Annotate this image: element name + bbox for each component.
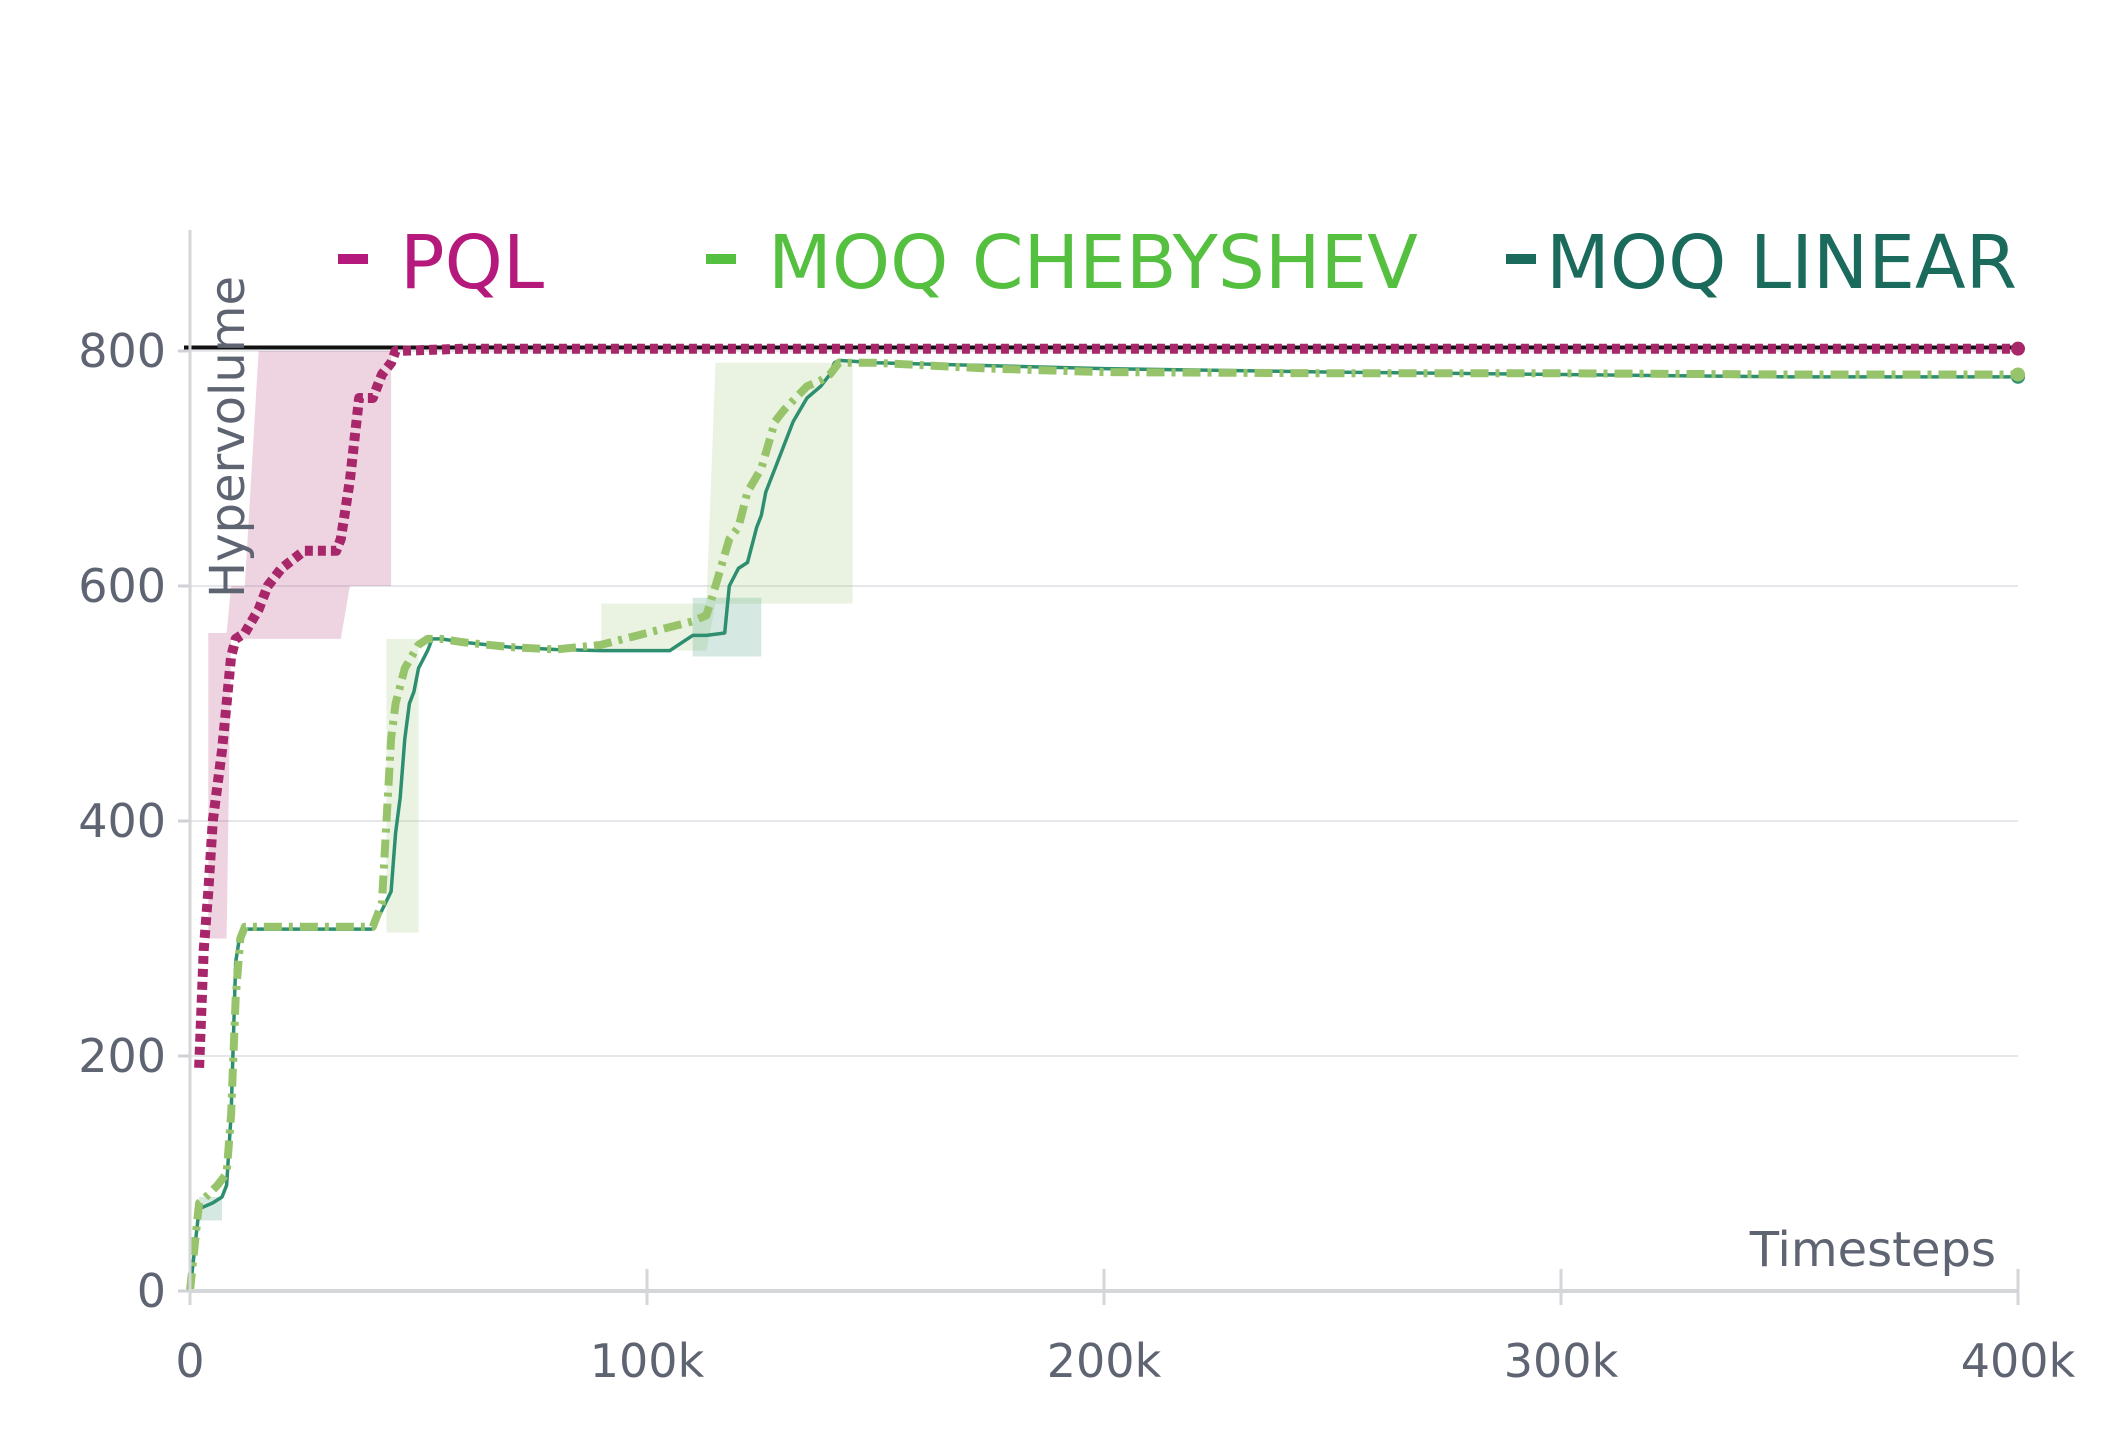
y-tick-label: 800 [78, 324, 166, 378]
series-line-moq-linear [188, 358, 2018, 1292]
x-tick-label: 300k [1504, 1334, 1619, 1388]
series-end-point [2011, 341, 2025, 356]
y-tick-label: 400 [78, 794, 166, 848]
legend-swatch [338, 254, 368, 264]
series-line-moq-chebyshev [186, 358, 2018, 1292]
grid-lines [190, 350, 2018, 1057]
x-tick-label: 200k [1047, 1334, 1162, 1388]
x-tick-label: 0 [175, 1334, 204, 1388]
legend-swatch [1506, 254, 1536, 264]
band-moq-linear [199, 1197, 222, 1221]
y-tick-label: 600 [78, 559, 166, 613]
series-line-pql [194, 343, 2018, 1068]
legend-swatch [706, 254, 736, 264]
x-tick-label: 400k [1961, 1334, 2076, 1388]
legend-label: MOQ LINEAR [1546, 220, 2017, 306]
series-lines [186, 341, 2025, 1292]
series-end-point [2011, 367, 2025, 382]
legend-label: PQL [400, 220, 544, 306]
legend: PQL MOQ CHEBYSHEV MOQ LINEAR [338, 220, 2017, 306]
legend-label: MOQ CHEBYSHEV [768, 220, 1418, 306]
y-axis-title: Hypervolume [200, 276, 256, 598]
y-tick-label: 0 [137, 1264, 166, 1318]
x-tick-label: 100k [590, 1334, 705, 1388]
x-axis-title: Timesteps [1749, 1222, 1996, 1278]
axes: 0 200 400 600 800 0 100k 200k 300k 400k [78, 230, 2076, 1388]
y-tick-label: 200 [78, 1029, 166, 1083]
